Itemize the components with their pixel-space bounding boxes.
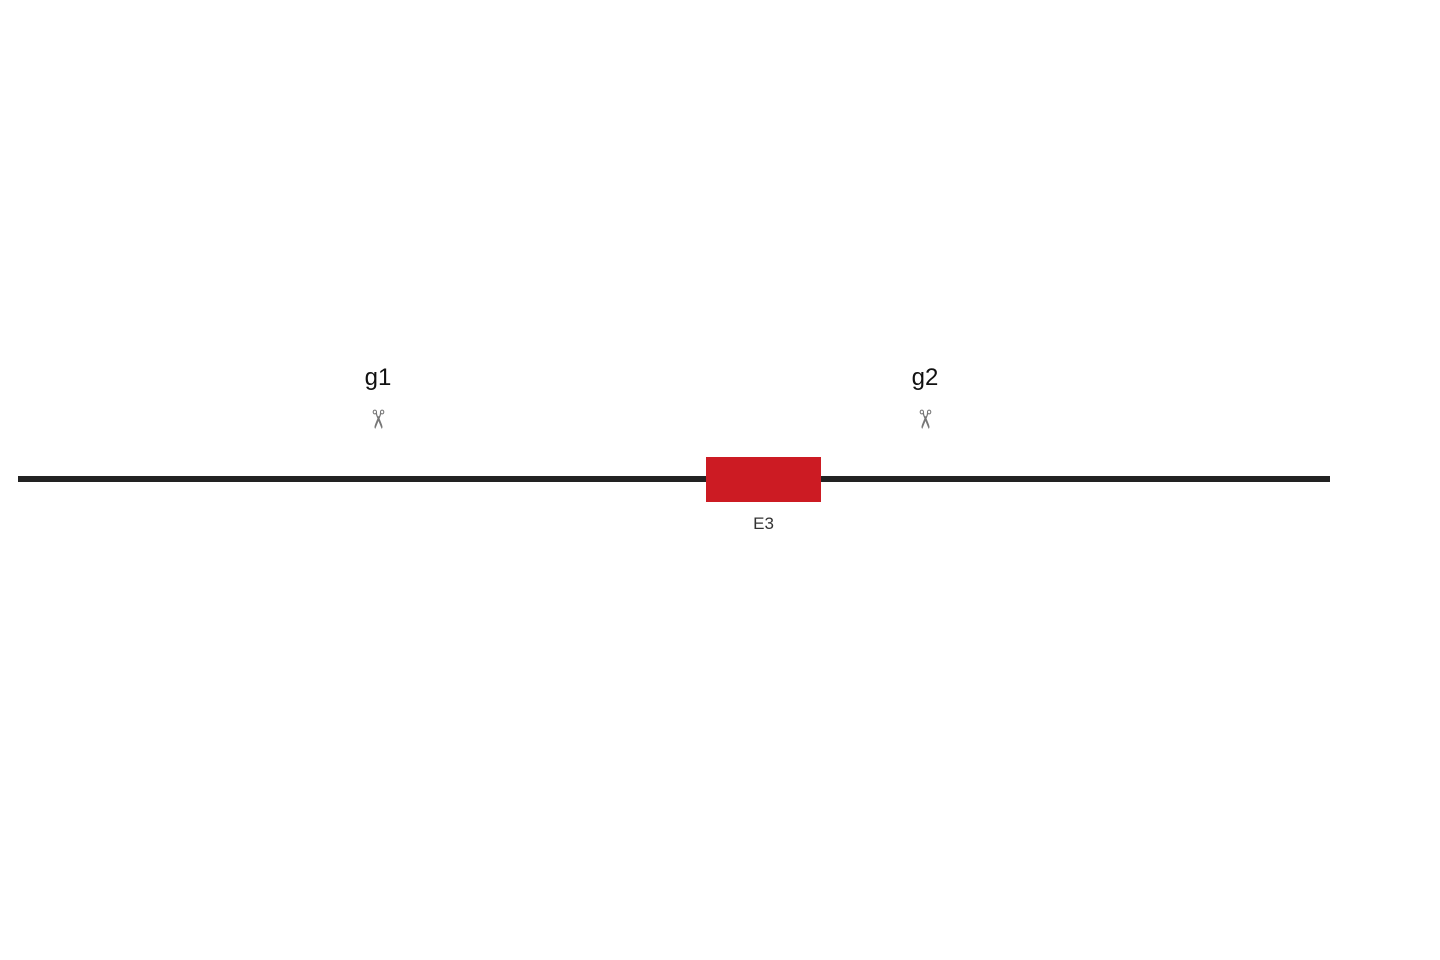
- scissors-icon: ✂: [912, 409, 938, 431]
- genomic-axis-line: [18, 476, 1330, 482]
- guide-g2-label: g2: [912, 364, 939, 392]
- scissors-icon: ✂: [365, 409, 391, 431]
- guide-g1-label: g1: [365, 364, 392, 392]
- exon-label: E3: [753, 514, 774, 534]
- exon-box: [706, 457, 821, 502]
- gene-diagram: E3 g1 ✂ g2 ✂: [0, 0, 1440, 960]
